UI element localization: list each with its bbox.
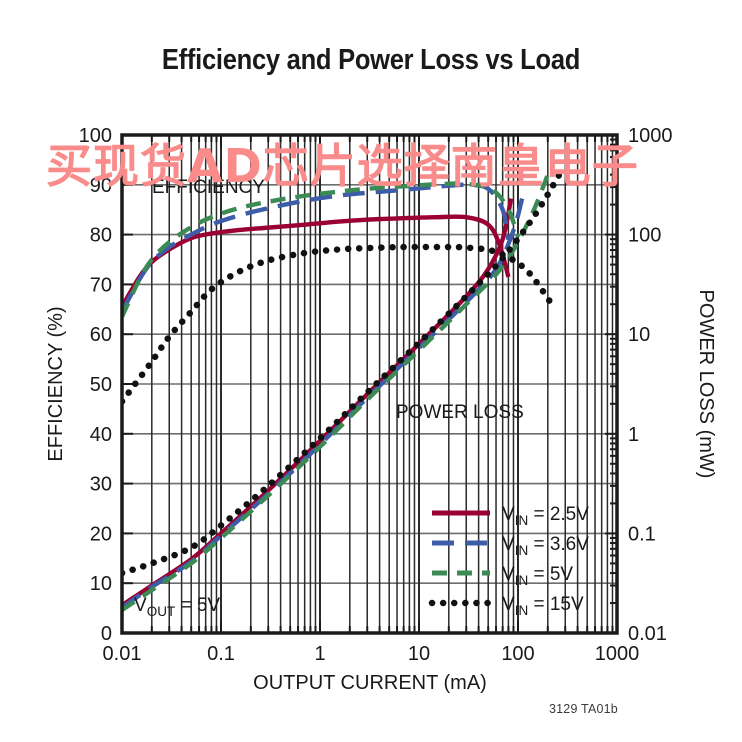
y2-tick-label: 100 bbox=[628, 225, 661, 247]
y2-tick-label: 1000 bbox=[628, 125, 673, 147]
y2-tick-label: 10 bbox=[628, 324, 650, 346]
annotation-efficiency: EFFICIENCY bbox=[152, 177, 265, 198]
part-number-label: 3129 TA01b bbox=[549, 702, 618, 716]
y-tick-label: 90 bbox=[90, 175, 112, 197]
x-axis-title: OUTPUT CURRENT (mA) bbox=[253, 672, 487, 694]
chart-title: Efficiency and Power Loss vs Load bbox=[161, 44, 581, 76]
vout-prefix: V bbox=[134, 595, 147, 616]
x-tick-label: 100 bbox=[501, 643, 534, 665]
legend-label-3: VIN = 15V bbox=[502, 594, 584, 618]
legend-label-0: VIN = 2.5V bbox=[502, 504, 589, 528]
y2-tick-label: 0.01 bbox=[628, 623, 667, 645]
annotation-power-loss: POWER LOSS bbox=[396, 402, 524, 423]
series-line-power-loss-2 bbox=[122, 173, 550, 612]
legend: VIN = 2.5V VIN = 3.6V VIN = 5V VIN = 15V bbox=[428, 504, 589, 618]
y2-tick-label: 0.1 bbox=[628, 523, 656, 545]
series-line-power-loss-3 bbox=[122, 166, 566, 577]
y2-tick-label: 1 bbox=[628, 424, 639, 446]
y-tick-label: 100 bbox=[79, 125, 112, 147]
legend-label-1: VIN = 3.6V bbox=[502, 534, 589, 558]
y2-axis-title: POWER LOSS (mW) bbox=[695, 290, 717, 479]
x-tick-label: 0.1 bbox=[207, 643, 235, 665]
vout-condition-note: VOUT = 5V bbox=[134, 595, 220, 619]
x-tick-label: 10 bbox=[408, 643, 430, 665]
vout-suffix: = 5V bbox=[175, 595, 220, 616]
legend-label-2: VIN = 5V bbox=[502, 564, 573, 588]
y-tick-label: 50 bbox=[90, 374, 112, 396]
svg-text:VOUT = 5V: VOUT = 5V bbox=[134, 595, 220, 619]
axis-tick-labels: 0.01 0.1 1 10 100 100001020304050607080901000… bbox=[79, 125, 673, 665]
y-tick-label: 60 bbox=[90, 324, 112, 346]
y-tick-label: 20 bbox=[90, 523, 112, 545]
y-tick-label: 80 bbox=[90, 225, 112, 247]
x-tick-label: 0.01 bbox=[103, 643, 142, 665]
data-curves bbox=[122, 166, 566, 612]
y-tick-label: 0 bbox=[101, 623, 112, 645]
series-line-efficiency-2 bbox=[122, 181, 521, 318]
series-line-efficiency-3 bbox=[122, 243, 556, 405]
x-tick-label: 1000 bbox=[595, 643, 640, 665]
x-tick-label: 1 bbox=[314, 643, 325, 665]
y-tick-label: 30 bbox=[90, 474, 112, 496]
y-tick-label: 10 bbox=[90, 573, 112, 595]
vout-subscript: OUT bbox=[147, 604, 176, 619]
y-tick-label: 40 bbox=[90, 424, 112, 446]
plot-frame bbox=[120, 133, 619, 635]
y-axis-title: EFFICIENCY (%) bbox=[45, 306, 67, 461]
gridlines bbox=[122, 135, 617, 633]
series-line-efficiency-1 bbox=[122, 182, 511, 313]
y-tick-label: 70 bbox=[90, 274, 112, 296]
